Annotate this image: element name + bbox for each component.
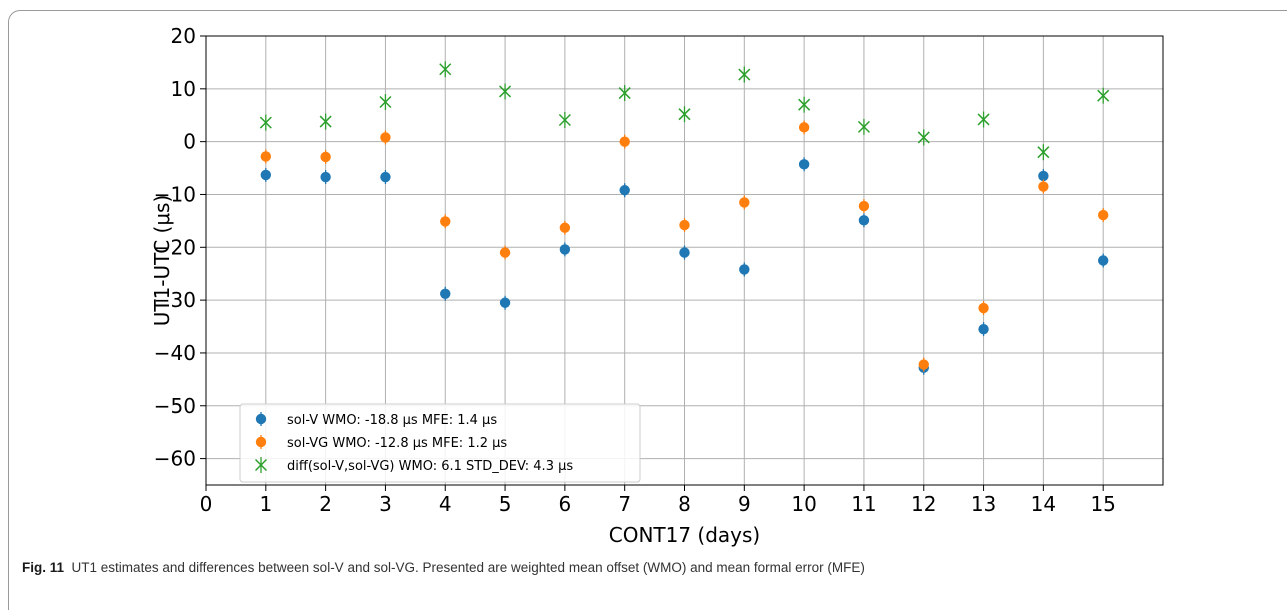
sol-v-point (499, 295, 511, 310)
diff-point (678, 106, 691, 123)
y-tick-label: −60 (154, 447, 196, 471)
diff-point (857, 118, 870, 135)
x-tick-label: 9 (738, 492, 751, 516)
x-tick-label: 10 (791, 492, 816, 516)
scatter-chart: 0 1 2 3 4 5 6 7 8 9 10 11 12 13 14 1520100−10−20−30−40−… (150, 24, 1164, 547)
x-tick-label: 8 (678, 492, 691, 516)
sol-vg-point (499, 245, 511, 260)
sol-vg-point (679, 218, 690, 233)
sol-vg-point (320, 149, 331, 164)
x-tick-label: 14 (1031, 492, 1056, 516)
sol-v-point (380, 170, 391, 185)
y-tick-label: 10 (171, 77, 196, 101)
legend-marker-sol-v (255, 412, 267, 426)
sol-v-point (260, 167, 272, 182)
legend-label-diff: diff(sol-V,sol-VG) WMO: 6.1 STD_DEV: 4.3… (287, 459, 573, 474)
sol-v-point (858, 213, 870, 228)
x-tick-label: 15 (1090, 492, 1115, 516)
diff-point (379, 94, 392, 111)
diff-point (618, 85, 631, 102)
x-tick-label: 2 (319, 492, 332, 516)
y-axis-label: UT1-UTC (μs) (150, 195, 174, 327)
x-tick-label: 1 (259, 492, 272, 516)
x-tick-label: 6 (559, 492, 572, 516)
y-tick-label: −30 (154, 288, 196, 312)
sol-vg-point (260, 149, 272, 164)
y-tick-label: 0 (183, 130, 196, 154)
x-tick-label: 5 (499, 492, 512, 516)
diff-point (319, 113, 332, 130)
sol-v-point (739, 262, 750, 277)
diff-point (259, 114, 272, 131)
diff-point (1097, 87, 1110, 104)
legend-label-sol-v: sol-V WMO: -18.8 μs MFE: 1.4 μs (287, 413, 497, 428)
legend-marker-sol-vg (255, 435, 267, 449)
sol-v-point (679, 245, 690, 260)
figure-caption-text: UT1 estimates and differences between so… (71, 560, 865, 575)
diff-point (439, 61, 452, 78)
diff-point (1037, 144, 1050, 161)
y-tick-label: −10 (154, 182, 196, 206)
sol-vg-point (619, 134, 630, 149)
sol-v-point (619, 183, 630, 198)
sol-v-point (320, 170, 331, 185)
data-marks (259, 61, 1110, 375)
y-tick-label: −40 (154, 341, 196, 365)
sol-vg-point (440, 214, 451, 229)
sol-v-point (440, 286, 451, 301)
sol-v-point (978, 322, 989, 337)
x-tick-label: 3 (379, 492, 392, 516)
sol-vg-point (858, 199, 870, 214)
x-tick-label: 0 (200, 492, 213, 516)
y-tick-label: −50 (154, 394, 196, 418)
legend: sol-V WMO: -18.8 μs MFE: 1.4 μs sol-VG WM… (239, 403, 641, 483)
diff-point (499, 83, 512, 100)
x-tick-label: 4 (439, 492, 452, 516)
sol-vg-point (380, 130, 391, 145)
diff-point (977, 111, 990, 128)
x-tick-label: 12 (911, 492, 936, 516)
sol-vg-point (918, 357, 929, 372)
diff-point (798, 96, 811, 113)
legend-label-sol-vg: sol-VG WMO: -12.8 μs MFE: 1.2 μs (287, 436, 507, 451)
axis-ticks: 0 1 2 3 4 5 6 7 8 9 10 11 12 13 14 1520100−10−20−30−40−… (154, 24, 1116, 516)
x-axis-label: CONT17 (days) (609, 523, 761, 547)
y-tick-label: 20 (171, 24, 196, 48)
y-tick-label: −20 (154, 235, 196, 259)
sol-vg-point (1097, 208, 1109, 223)
sol-vg-point (1038, 179, 1049, 194)
sol-vg-point (978, 301, 989, 316)
figure-caption: Fig. 11 UT1 estimates and differences be… (22, 560, 865, 575)
figure-caption-label: Fig. 11 (22, 560, 65, 575)
sol-v-point (559, 242, 571, 257)
sol-v-point (798, 157, 810, 172)
x-tick-label: 7 (618, 492, 631, 516)
legend-marker-diff (254, 457, 268, 473)
figure-frame (8, 10, 1287, 610)
sol-vg-point (559, 220, 571, 235)
diff-point (738, 66, 751, 83)
diff-point (917, 129, 930, 146)
x-tick-label: 13 (971, 492, 996, 516)
sol-vg-point (739, 195, 750, 210)
sol-v-point (1097, 253, 1109, 268)
sol-vg-point (798, 120, 810, 135)
legend-box (239, 403, 641, 483)
diff-point (558, 111, 571, 128)
x-tick-label: 11 (851, 492, 876, 516)
